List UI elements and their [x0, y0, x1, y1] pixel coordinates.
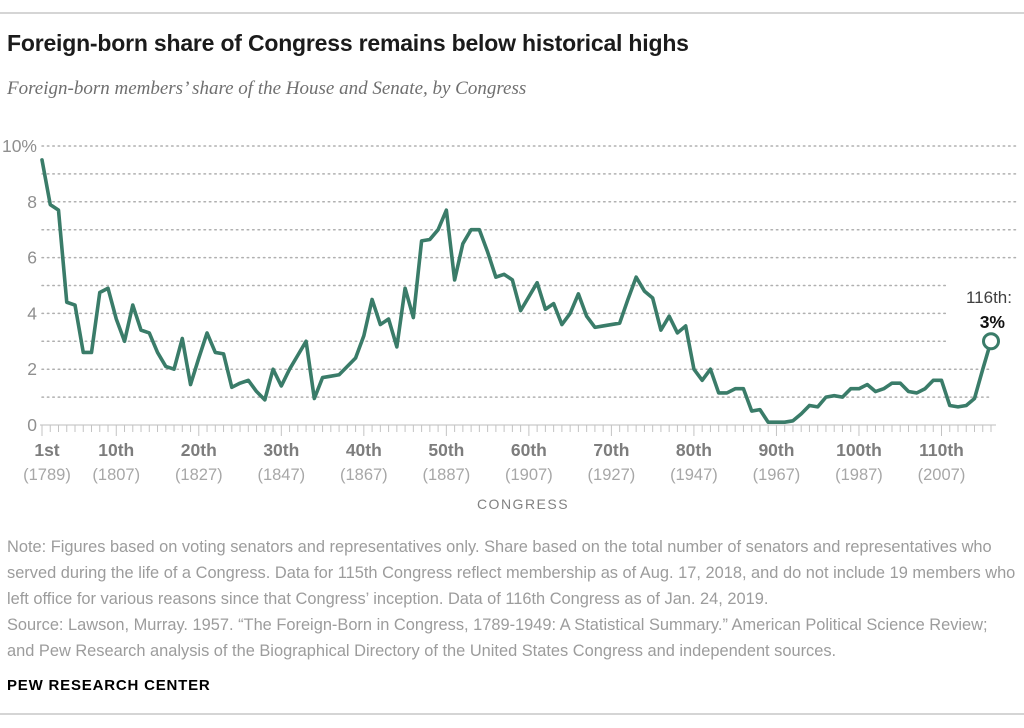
x-axis-tick-labels: 1st (1789) 10th (1807) 20th (1827) 30th (1847) 4…: [23, 440, 965, 484]
x-tick-year-110: (2007): [918, 466, 966, 484]
x-tick-year-100: (1987): [835, 466, 883, 484]
trend-line: [40, 158, 993, 425]
x-tick-label-110: 110th: [919, 440, 964, 460]
x-tick-year-10: (1807): [92, 466, 140, 484]
x-tick-label-70: 70th: [593, 440, 629, 460]
x-tick-year-50: (1887): [423, 466, 471, 484]
y-tick-label-8: 8: [27, 192, 37, 212]
x-tick-label-60: 60th: [511, 440, 547, 460]
endpoint-marker: [982, 332, 1001, 351]
note-text: Note: Figures based on voting senators a…: [7, 538, 1016, 608]
x-tick-label-20: 20th: [181, 440, 217, 460]
annotation-label: 116th:: [966, 288, 1012, 307]
x-tick-year-60: (1907): [505, 466, 553, 484]
y-tick-label-0: 0: [27, 415, 37, 435]
x-tick-label-80: 80th: [676, 440, 712, 460]
x-tick-label-50: 50th: [428, 440, 464, 460]
x-tick-year-70: (1927): [588, 466, 636, 484]
source-text: Source: Lawson, Murray. 1957. “The Forei…: [7, 616, 988, 660]
x-axis-title: CONGRESS: [477, 496, 569, 512]
y-tick-label-10: 10%: [2, 136, 37, 156]
x-tick-label-10: 10th: [98, 440, 134, 460]
x-tick-year-1: (1789): [23, 466, 71, 484]
x-tick-year-80: (1947): [670, 466, 718, 484]
x-tick-label-40: 40th: [346, 440, 382, 460]
y-axis-labels: 10% 8 6 4 2 0: [2, 136, 37, 435]
bottom-divider: [0, 713, 1024, 715]
x-tick-label-30: 30th: [263, 440, 299, 460]
gridlines: [41, 145, 1017, 398]
brand-footer: PEW RESEARCH CENTER: [7, 677, 211, 694]
chart-canvas: 10% 8 6 4 2 0 1st (1789) 10th (1807) 20th (1827) 30t…: [2, 136, 1017, 512]
x-tick-year-20: (1827): [175, 466, 223, 484]
y-tick-label-2: 2: [27, 359, 37, 379]
endpoint-annotation: 116th: 3%: [966, 288, 1012, 332]
y-tick-label-4: 4: [27, 303, 37, 323]
y-tick-label-6: 6: [27, 248, 37, 268]
top-divider: [0, 12, 1024, 14]
chart-subtitle: Foreign-born members’ share of the House…: [7, 78, 527, 99]
congress-foreign-born-line-chart: 10% 8 6 4 2 0 1st (1789) 10th (1807) 20th (1827) 30t…: [0, 125, 1024, 525]
x-tick-label-100: 100th: [836, 440, 882, 460]
x-tick-label-90: 90th: [758, 440, 794, 460]
page-title: Foreign-born share of Congress remains b…: [7, 30, 689, 56]
annotation-value: 3%: [980, 312, 1006, 332]
x-tick-year-90: (1967): [753, 466, 801, 484]
x-axis: [40, 424, 996, 436]
x-tick-year-30: (1847): [257, 466, 305, 484]
x-tick-label-1: 1st: [34, 440, 59, 460]
x-tick-year-40: (1867): [340, 466, 388, 484]
